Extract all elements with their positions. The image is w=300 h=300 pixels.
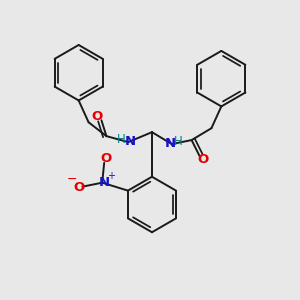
Text: +: + bbox=[107, 171, 115, 181]
Text: O: O bbox=[100, 152, 112, 165]
Text: H: H bbox=[174, 135, 183, 148]
Text: N: N bbox=[99, 176, 110, 189]
Text: O: O bbox=[74, 181, 85, 194]
Text: O: O bbox=[92, 110, 103, 123]
Text: O: O bbox=[198, 153, 209, 167]
Text: −: − bbox=[66, 173, 77, 186]
Text: H: H bbox=[117, 133, 126, 146]
Text: N: N bbox=[124, 135, 136, 148]
Text: N: N bbox=[164, 136, 175, 150]
